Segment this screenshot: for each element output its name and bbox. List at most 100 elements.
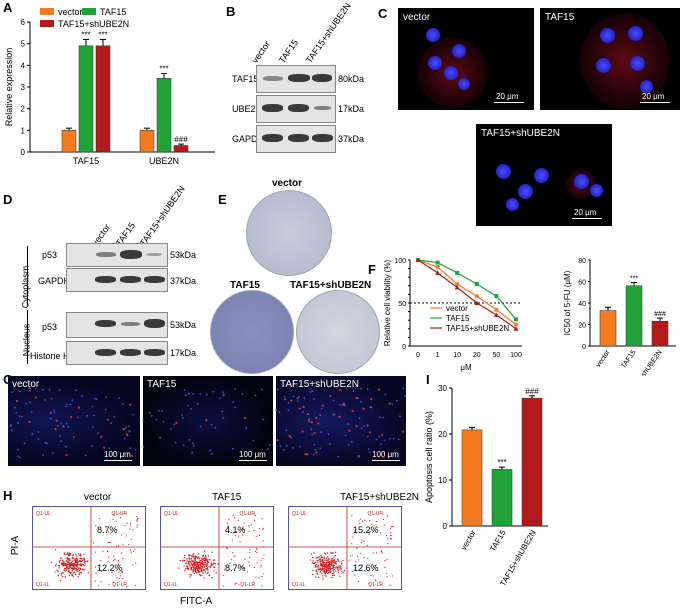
tissue-speckle	[181, 417, 184, 420]
blot-d-row-1: p53	[42, 250, 58, 260]
flow-event	[190, 566, 193, 569]
blot-band	[121, 322, 140, 326]
blot-d-row-3: p53	[42, 322, 58, 332]
flow-event	[69, 565, 72, 567]
flow-event	[332, 552, 334, 554]
flow-event	[178, 567, 180, 569]
flow-event	[198, 558, 201, 560]
tissue-speckle	[103, 446, 106, 449]
tissue-speckle	[190, 408, 193, 410]
flow-event	[207, 561, 209, 564]
tissue-speckle	[355, 425, 358, 428]
flow-event	[237, 519, 239, 521]
tissue-speckle	[86, 414, 88, 417]
flow-event	[133, 550, 135, 553]
tissue-speckle	[29, 401, 32, 403]
flow-event	[117, 545, 120, 547]
flow-event	[311, 562, 313, 564]
flow-event	[315, 557, 317, 559]
flow-event	[73, 571, 76, 574]
flow-event	[65, 563, 68, 566]
tissue-speckle	[182, 444, 185, 447]
flow-event	[361, 564, 363, 566]
flow-event	[260, 566, 262, 568]
fi-ytick-label: 0	[582, 344, 586, 351]
flow-event	[238, 584, 240, 586]
flow-event	[317, 566, 319, 568]
scale-bar	[572, 218, 602, 219]
flow-event	[352, 536, 354, 538]
scale-label: 20 μm	[496, 92, 519, 101]
flow-event	[321, 558, 324, 561]
tissue-speckle	[9, 424, 12, 427]
blot-b-size-2: 17kDa	[338, 104, 365, 114]
flow-event	[322, 570, 324, 572]
flow-event	[226, 522, 228, 524]
flow-event	[68, 560, 70, 563]
tissue-speckle	[192, 444, 195, 447]
tissue-speckle	[19, 390, 21, 393]
tissue-speckle	[310, 428, 313, 431]
flow-event	[62, 572, 64, 574]
fi-ytick-label: 60	[578, 280, 586, 287]
flow-event	[333, 564, 336, 567]
tissue-speckle	[399, 415, 401, 418]
flow-event	[80, 557, 83, 560]
flow-event	[197, 562, 199, 565]
colony-label-vector: vector	[272, 178, 303, 189]
flow-event	[206, 560, 209, 562]
fi-bar	[625, 285, 643, 347]
tissue-speckle	[307, 420, 311, 423]
tissue-speckle	[380, 443, 382, 446]
colony-dish-shube2n	[296, 290, 380, 374]
tissue-speckle	[348, 429, 351, 432]
flow-event	[118, 564, 120, 566]
fi-sig: ***	[630, 276, 638, 283]
flow-event	[358, 522, 360, 525]
flow-event	[75, 565, 78, 567]
flow-event	[247, 571, 249, 573]
flow-event	[67, 558, 69, 561]
flow-event	[223, 574, 225, 576]
flow-event	[202, 572, 204, 574]
a-xtick-label: UBE2N	[149, 156, 179, 166]
flow-event	[108, 541, 111, 544]
i-bar	[461, 429, 483, 527]
fi-xtick-label: TAF15	[620, 349, 638, 370]
nucleus	[506, 198, 519, 211]
flow-event	[330, 564, 333, 566]
flow-event	[358, 580, 360, 583]
blot-band	[262, 134, 283, 142]
flow-event	[382, 518, 384, 521]
tissue-speckle	[378, 416, 381, 419]
blot-band	[120, 276, 141, 283]
tissue-speckle	[55, 419, 58, 422]
flow-event	[56, 569, 58, 572]
flow-event	[70, 572, 72, 574]
flow-event	[314, 565, 317, 567]
tissue-g-label-2: TAF15	[147, 379, 177, 390]
tissue-speckle	[20, 415, 23, 418]
flow-event	[329, 571, 331, 574]
flow-event	[213, 570, 215, 572]
flow-event	[189, 566, 191, 568]
flow-event	[94, 580, 96, 582]
flow-event	[319, 558, 321, 560]
tissue-speckle	[29, 389, 32, 392]
flow-event	[205, 556, 207, 558]
tissue-speckle	[93, 414, 96, 417]
flow-event	[319, 567, 321, 569]
flow-event	[190, 569, 192, 571]
f-xtick-label: 100	[510, 352, 522, 359]
flow-event	[67, 570, 70, 573]
flow-h-label-3: TAF15+shUBE2N	[340, 492, 420, 503]
tissue-speckle	[313, 443, 316, 446]
flow-event	[319, 563, 322, 566]
flow-event	[122, 577, 124, 580]
flow-event	[320, 554, 322, 557]
tissue-speckle	[339, 388, 342, 392]
flow-event	[314, 561, 317, 564]
flow-event	[188, 563, 190, 565]
tissue-speckle	[49, 417, 52, 420]
fi-sig: ###	[654, 311, 666, 318]
